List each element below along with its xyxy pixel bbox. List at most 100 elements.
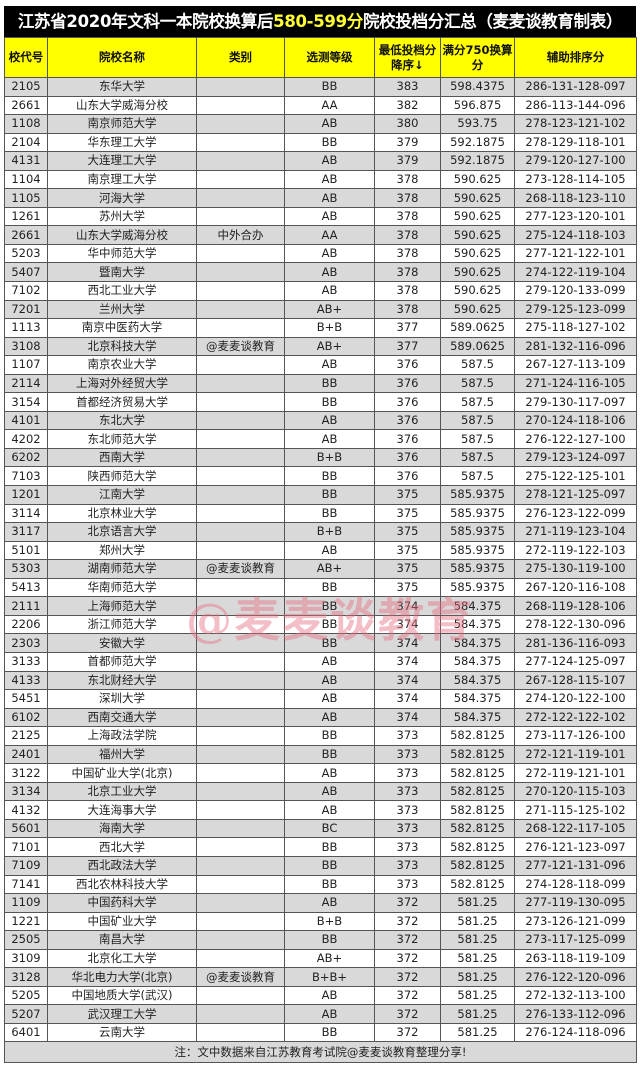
cell-min-score: 379: [374, 132, 441, 153]
cell-subject-grade: B+B: [284, 447, 375, 468]
cell-school-code: 1109: [4, 893, 48, 913]
table-row: 1108 南京师范大学 AB 380 593.75 278-123-121-102: [4, 114, 637, 134]
cell-min-score: 375: [374, 522, 441, 542]
cell-min-score: 379: [374, 151, 441, 171]
cell-school-name: 南京师范大学: [47, 114, 197, 134]
cell-school-code: 2401: [4, 744, 48, 765]
cell-category: [196, 522, 285, 542]
cell-category: [196, 447, 285, 468]
cell-school-name: 山东大学威海分校: [47, 225, 197, 245]
cell-school-name: 南京农业大学: [47, 355, 197, 375]
cell-school-code: 4101: [4, 410, 48, 431]
cell-category: [196, 169, 285, 190]
table-row: 3134 北京工业大学 AB 373 582.8125 270-120-115-103: [4, 781, 637, 802]
cell-school-code: 1113: [4, 318, 48, 338]
cell-min-score: 374: [374, 670, 441, 691]
table-row: 2661 山东大学威海分校 AA 382 596.875 286-113-144-096: [4, 95, 637, 116]
cell-sort-score: 273-117-126-100: [514, 726, 637, 746]
cell-sort-score: 279-120-127-100: [514, 151, 637, 171]
table-row: 4101 东北大学 AB 376 587.5 270-124-118-106: [4, 410, 637, 431]
cell-school-name: 云南大学: [47, 1022, 197, 1043]
cell-converted-score: 587.5: [440, 355, 515, 375]
cell-sort-score: 286-113-144-096: [514, 95, 637, 116]
cell-converted-score: 587.5: [440, 410, 515, 431]
cell-category: [196, 837, 285, 857]
cell-converted-score: 596.875: [440, 95, 515, 116]
cell-school-name: 华东理工大学: [47, 132, 197, 153]
cell-school-name: 西北政法大学: [47, 855, 197, 876]
cell-converted-score: 582.8125: [440, 837, 515, 857]
cell-min-score: 373: [374, 763, 441, 783]
cell-converted-score: 581.25: [440, 911, 515, 932]
table-row: 2303 安徽大学 BB 374 584.375 281-136-116-093: [4, 633, 637, 653]
cell-category: [196, 373, 285, 394]
cell-converted-score: 592.1875: [440, 132, 515, 153]
cell-converted-score: 590.625: [440, 281, 515, 301]
cell-min-score: 372: [374, 893, 441, 913]
cell-min-score: 380: [374, 114, 441, 134]
cell-converted-score: 585.9375: [440, 503, 515, 524]
table-row: 6102 西南交通大学 AB 374 584.375 272-122-122-102: [4, 707, 637, 728]
cell-school-name: 东北师范大学: [47, 429, 197, 449]
cell-sort-score: 273-128-114-105: [514, 169, 637, 190]
cell-min-score: 372: [374, 948, 441, 969]
table-row: 5407 暨南大学 AB 378 590.625 274-122-119-104: [4, 262, 637, 283]
cell-converted-score: 584.375: [440, 707, 515, 728]
cell-school-code: 2114: [4, 373, 48, 394]
cell-converted-score: 584.375: [440, 651, 515, 672]
cell-subject-grade: AB: [284, 540, 375, 561]
table-row: 7109 西北政法大学 BB 373 582.8125 277-121-131-096: [4, 855, 637, 876]
cell-school-name: 华北电力大学(北京): [47, 967, 197, 987]
cell-school-code: 5101: [4, 540, 48, 561]
cell-converted-score: 585.9375: [440, 485, 515, 505]
cell-school-code: 6202: [4, 447, 48, 468]
cell-school-code: 6401: [4, 1022, 48, 1043]
cell-converted-score: 581.25: [440, 1004, 515, 1024]
cell-sort-score: 277-123-120-101: [514, 206, 637, 227]
cell-subject-grade: BB: [284, 77, 375, 97]
cell-school-name: 湖南师范大学: [47, 559, 197, 579]
cell-school-code: 3134: [4, 781, 48, 802]
cell-converted-score: 585.9375: [440, 577, 515, 598]
cell-school-code: 1104: [4, 169, 48, 190]
cell-subject-grade: AB+: [284, 948, 375, 969]
cell-subject-grade: AB: [284, 670, 375, 691]
cell-subject-grade: AB: [284, 243, 375, 264]
cell-sort-score: 275-118-127-102: [514, 318, 637, 338]
cell-sort-score: 278-122-130-096: [514, 614, 637, 635]
table-row: 2125 上海政法学院 BB 373 582.8125 273-117-126-100: [4, 726, 637, 746]
cell-converted-score: 592.1875: [440, 151, 515, 171]
cell-min-score: 374: [374, 633, 441, 653]
cell-sort-score: 270-120-115-103: [514, 781, 637, 802]
cell-school-code: 3108: [4, 336, 48, 357]
cell-sort-score: 276-133-112-096: [514, 1004, 637, 1024]
table-row: 2105 东华大学 BB 383 598.4375 286-131-128-097: [4, 77, 637, 97]
table-row: 6401 云南大学 BB 372 581.25 276-124-118-096: [4, 1022, 637, 1043]
cell-category: [196, 911, 285, 932]
cell-sort-score: 276-122-127-100: [514, 429, 637, 449]
cell-school-name: 华中师范大学: [47, 243, 197, 264]
table-row: 1261 苏州大学 AB 378 590.625 277-123-120-101: [4, 206, 637, 227]
cell-converted-score: 587.5: [440, 429, 515, 449]
cell-category: [196, 318, 285, 338]
cell-min-score: 373: [374, 818, 441, 839]
cell-subject-grade: AB: [284, 114, 375, 134]
cell-school-code: 3109: [4, 948, 48, 969]
cell-sort-score: 277-119-130-095: [514, 893, 637, 913]
cell-converted-score: 587.5: [440, 447, 515, 468]
cell-subject-grade: AB: [284, 893, 375, 913]
cell-converted-score: 581.25: [440, 967, 515, 987]
cell-sort-score: 281-136-116-093: [514, 633, 637, 653]
cell-min-score: 373: [374, 781, 441, 802]
cell-sort-score: 268-119-128-106: [514, 596, 637, 616]
table-row: 1113 南京中医药大学 B+B 377 589.0625 275-118-127-102: [4, 318, 637, 338]
cell-min-score: 374: [374, 707, 441, 728]
cell-sort-score: 273-117-125-099: [514, 930, 637, 950]
cell-subject-grade: BB: [284, 744, 375, 765]
table-row: 2114 上海对外经贸大学 BB 376 587.5 271-124-116-105: [4, 373, 637, 394]
cell-sort-score: 272-122-122-102: [514, 707, 637, 728]
cell-min-score: 375: [374, 503, 441, 524]
cell-subject-grade: AB: [284, 281, 375, 301]
cell-category: [196, 485, 285, 505]
cell-subject-grade: BB: [284, 874, 375, 895]
